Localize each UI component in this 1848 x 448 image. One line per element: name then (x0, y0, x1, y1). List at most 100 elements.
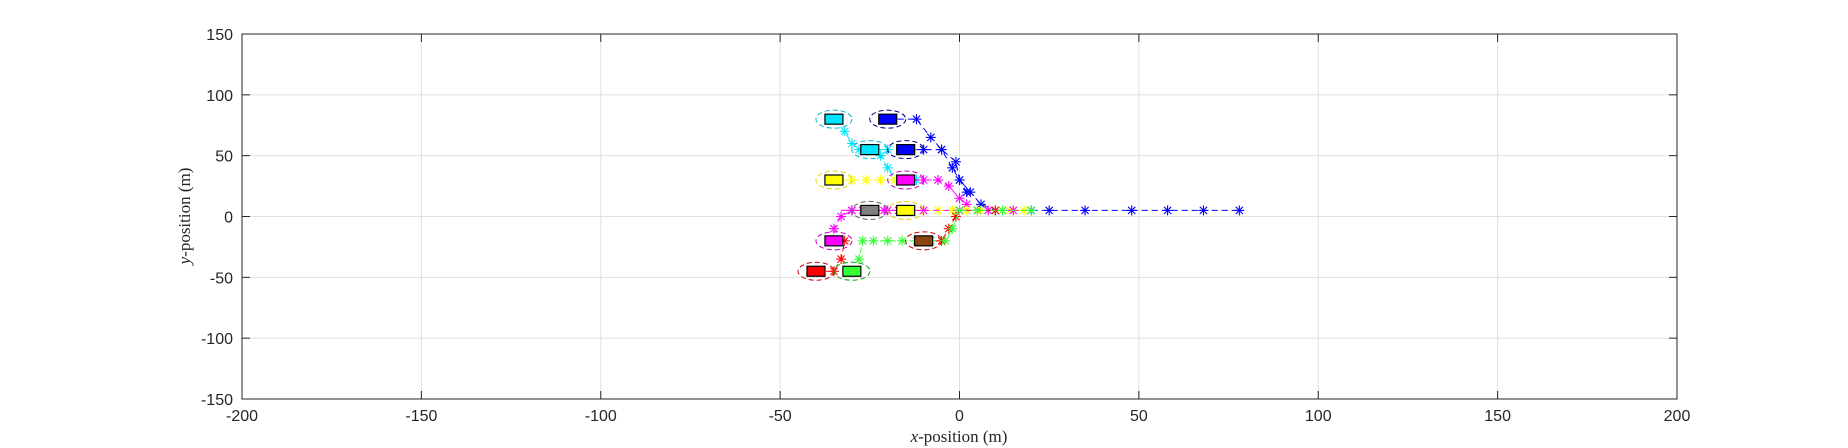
y-tick-label: 50 (215, 149, 233, 166)
safety-ellipse (833, 261, 871, 281)
star-stroke (941, 236, 950, 245)
trajectory-point (1234, 205, 1245, 216)
star-stroke (883, 163, 892, 172)
vehicle-body (842, 265, 862, 277)
trajectory-point (947, 162, 958, 173)
vehicle-body (896, 174, 916, 186)
x-tick-label: -50 (769, 408, 792, 425)
safety-ellipse (815, 231, 853, 251)
star-stroke (1081, 206, 1090, 215)
star-stroke (837, 212, 846, 221)
trajectory-point (882, 162, 893, 173)
vehicle-body (914, 235, 934, 247)
trajectory-point (846, 138, 857, 149)
vehicle-body (824, 235, 844, 247)
trajectory-point (1126, 205, 1137, 216)
y-tick-label: 100 (206, 88, 233, 105)
trajectory-point (836, 211, 847, 222)
y-tick-label: 0 (224, 210, 233, 227)
star-stroke (962, 188, 971, 197)
safety-ellipse (887, 200, 925, 220)
trajectory-point (936, 144, 947, 155)
trajectory-point (854, 254, 865, 265)
star-stroke (858, 236, 867, 245)
vehicle-body (860, 204, 880, 217)
star-stroke (955, 206, 964, 215)
safety-ellipse (815, 109, 853, 129)
trajectory-point (839, 126, 850, 137)
trajectory-point (972, 205, 983, 216)
safety-ellipse (887, 170, 925, 190)
vehicle-body (896, 204, 916, 217)
trajectory-point (1162, 205, 1173, 216)
trajectory-point (961, 187, 972, 198)
y-tick-label: -150 (201, 392, 233, 409)
trajectory-point (1080, 205, 1091, 216)
vehicle-body (824, 113, 844, 125)
star-stroke (1027, 206, 1036, 215)
star-stroke (847, 139, 856, 148)
vehicle (905, 231, 943, 251)
vehicle (869, 109, 907, 129)
trajectory-point (1044, 205, 1055, 216)
x-tick-labels: -200 -150 -100 -50 0 50 100 150 200 (226, 408, 1690, 425)
star-stroke (912, 115, 921, 124)
trajectory-point (954, 205, 965, 216)
axis-ticks (241, 33, 1678, 400)
x-tick-label: -200 (226, 408, 258, 425)
y-tick-label: -50 (210, 270, 233, 287)
vehicle (815, 231, 853, 251)
trajectory-point (911, 114, 922, 125)
star-stroke (1199, 206, 1208, 215)
star-stroke (840, 127, 849, 136)
star-stroke (1127, 206, 1136, 215)
star-stroke (898, 236, 907, 245)
vehicle-body (806, 265, 826, 277)
star-stroke (948, 224, 957, 233)
x-tick-label: -150 (405, 408, 437, 425)
trajectory-point (947, 223, 958, 234)
vehicle (833, 261, 871, 281)
star-stroke (948, 163, 957, 172)
vehicle (815, 170, 853, 190)
star-stroke (973, 206, 982, 215)
vehicles (797, 109, 943, 281)
safety-ellipse (815, 170, 853, 190)
star-stroke (933, 176, 942, 184)
star-stroke (837, 255, 846, 264)
safety-ellipse (905, 231, 943, 251)
x-tick-label: 50 (1130, 408, 1148, 425)
vehicle-body (878, 113, 898, 125)
x-tick-label: 150 (1484, 408, 1511, 425)
y-axis-title: y-position (m) (175, 168, 194, 267)
star-stroke (862, 176, 871, 184)
star-stroke (1045, 206, 1054, 215)
star-stroke (926, 133, 935, 142)
trajectory-point (954, 193, 965, 204)
y-tick-labels: 150 100 50 0 -50 -100 -150 (201, 27, 233, 409)
star-stroke (876, 176, 885, 184)
safety-ellipse (869, 109, 907, 129)
trajectory-point (882, 235, 893, 246)
vehicle (887, 170, 925, 190)
star-stroke (876, 151, 885, 160)
trajectory-point (868, 235, 879, 246)
star-stroke (977, 200, 986, 209)
star-stroke (883, 236, 892, 245)
y-tick-label: 150 (206, 27, 233, 44)
star-stroke (962, 200, 971, 209)
star-stroke (948, 206, 957, 215)
safety-ellipse (887, 140, 925, 160)
trajectory-point (1198, 205, 1209, 216)
vehicle-body (860, 143, 880, 156)
vehicle-trajectory (905, 144, 972, 198)
star-stroke (855, 255, 864, 264)
trajectory-point (875, 175, 886, 185)
vehicle (887, 140, 925, 160)
star-stroke (869, 236, 878, 245)
trajectory-point (943, 181, 954, 192)
vehicle-body (896, 143, 916, 156)
star-stroke (998, 206, 1007, 215)
x-tick-label: -100 (585, 408, 617, 425)
trajectory-point (836, 254, 847, 265)
